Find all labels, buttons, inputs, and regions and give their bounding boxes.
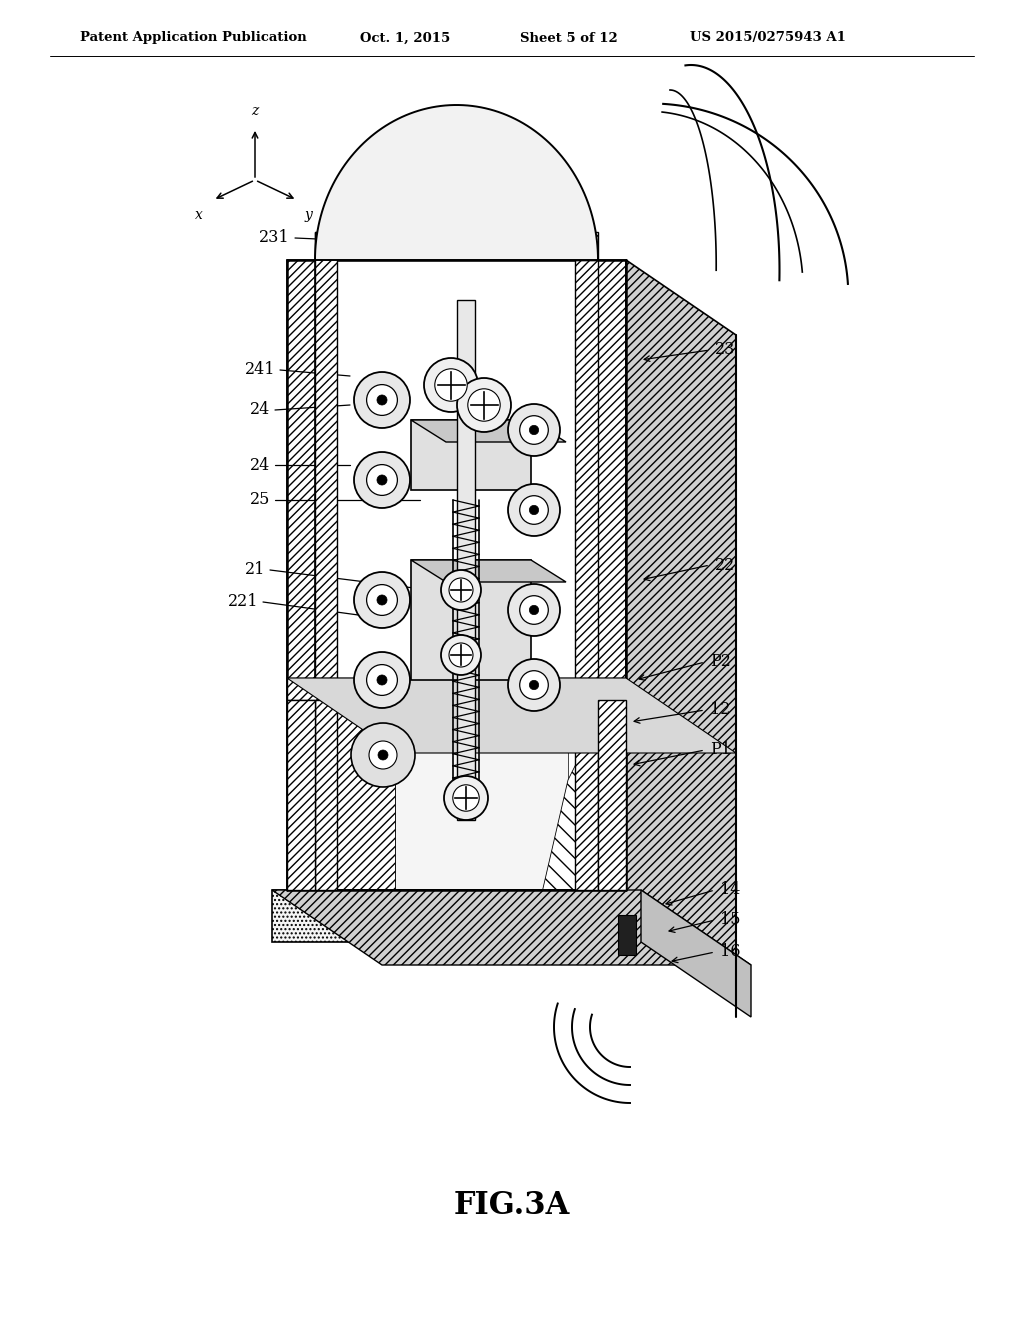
- Polygon shape: [287, 678, 736, 752]
- Circle shape: [529, 606, 539, 615]
- Circle shape: [367, 384, 397, 416]
- Circle shape: [377, 475, 387, 484]
- Circle shape: [354, 372, 410, 428]
- Circle shape: [378, 750, 388, 760]
- Circle shape: [369, 741, 397, 770]
- Polygon shape: [411, 560, 566, 582]
- Circle shape: [377, 595, 387, 605]
- Circle shape: [354, 451, 410, 508]
- Polygon shape: [337, 232, 575, 890]
- Circle shape: [468, 389, 500, 421]
- Polygon shape: [538, 719, 598, 909]
- Circle shape: [367, 465, 397, 495]
- Text: Sheet 5 of 12: Sheet 5 of 12: [520, 32, 617, 45]
- Circle shape: [508, 484, 560, 536]
- Circle shape: [529, 680, 539, 689]
- Polygon shape: [411, 420, 531, 490]
- Text: 12: 12: [710, 701, 730, 718]
- Polygon shape: [598, 260, 626, 890]
- Circle shape: [441, 570, 481, 610]
- Polygon shape: [315, 232, 598, 260]
- Polygon shape: [272, 890, 751, 965]
- Circle shape: [449, 578, 473, 602]
- Circle shape: [354, 572, 410, 628]
- Text: 24: 24: [250, 401, 270, 418]
- Text: US 2015/0275943 A1: US 2015/0275943 A1: [690, 32, 846, 45]
- Circle shape: [351, 723, 415, 787]
- Polygon shape: [457, 300, 475, 820]
- Circle shape: [435, 368, 467, 401]
- Circle shape: [444, 776, 488, 820]
- Circle shape: [367, 664, 397, 696]
- Circle shape: [449, 643, 473, 667]
- Text: 14: 14: [720, 882, 740, 899]
- Circle shape: [377, 395, 387, 405]
- Polygon shape: [575, 260, 598, 890]
- Text: P2: P2: [710, 653, 731, 671]
- Text: Oct. 1, 2015: Oct. 1, 2015: [360, 32, 451, 45]
- Polygon shape: [287, 678, 626, 700]
- Polygon shape: [395, 705, 568, 909]
- Polygon shape: [411, 560, 531, 680]
- Text: FIG.3A: FIG.3A: [454, 1189, 570, 1221]
- Circle shape: [424, 358, 478, 412]
- Circle shape: [520, 595, 548, 624]
- Polygon shape: [287, 700, 315, 890]
- Text: 241: 241: [245, 362, 275, 379]
- Text: 221: 221: [227, 594, 258, 610]
- Text: 16: 16: [720, 944, 740, 961]
- Text: P1: P1: [710, 742, 731, 759]
- Circle shape: [508, 404, 560, 455]
- Text: 25: 25: [250, 491, 270, 508]
- Text: z: z: [251, 104, 259, 117]
- Text: x: x: [196, 209, 203, 222]
- Circle shape: [529, 506, 539, 515]
- Circle shape: [367, 585, 397, 615]
- Circle shape: [520, 416, 548, 445]
- Circle shape: [529, 425, 539, 434]
- Polygon shape: [315, 232, 337, 890]
- Circle shape: [457, 378, 511, 432]
- Circle shape: [354, 652, 410, 708]
- Text: 22: 22: [715, 557, 735, 573]
- Polygon shape: [618, 915, 636, 954]
- Circle shape: [441, 635, 481, 675]
- Polygon shape: [411, 420, 566, 442]
- Text: 21: 21: [245, 561, 265, 578]
- Polygon shape: [272, 890, 641, 942]
- Polygon shape: [641, 890, 751, 1016]
- Text: 24: 24: [250, 457, 270, 474]
- Circle shape: [520, 671, 548, 700]
- Text: 23: 23: [715, 342, 735, 359]
- Polygon shape: [287, 260, 315, 890]
- Polygon shape: [626, 260, 736, 965]
- Text: y: y: [305, 209, 313, 222]
- Text: 15: 15: [720, 912, 740, 928]
- Polygon shape: [315, 106, 598, 260]
- Circle shape: [520, 496, 548, 524]
- Circle shape: [508, 659, 560, 711]
- Polygon shape: [315, 700, 395, 909]
- Circle shape: [508, 583, 560, 636]
- Polygon shape: [598, 700, 626, 890]
- Circle shape: [453, 785, 479, 812]
- Text: 231: 231: [259, 230, 290, 247]
- Polygon shape: [575, 260, 598, 890]
- Circle shape: [377, 675, 387, 685]
- Text: Patent Application Publication: Patent Application Publication: [80, 32, 307, 45]
